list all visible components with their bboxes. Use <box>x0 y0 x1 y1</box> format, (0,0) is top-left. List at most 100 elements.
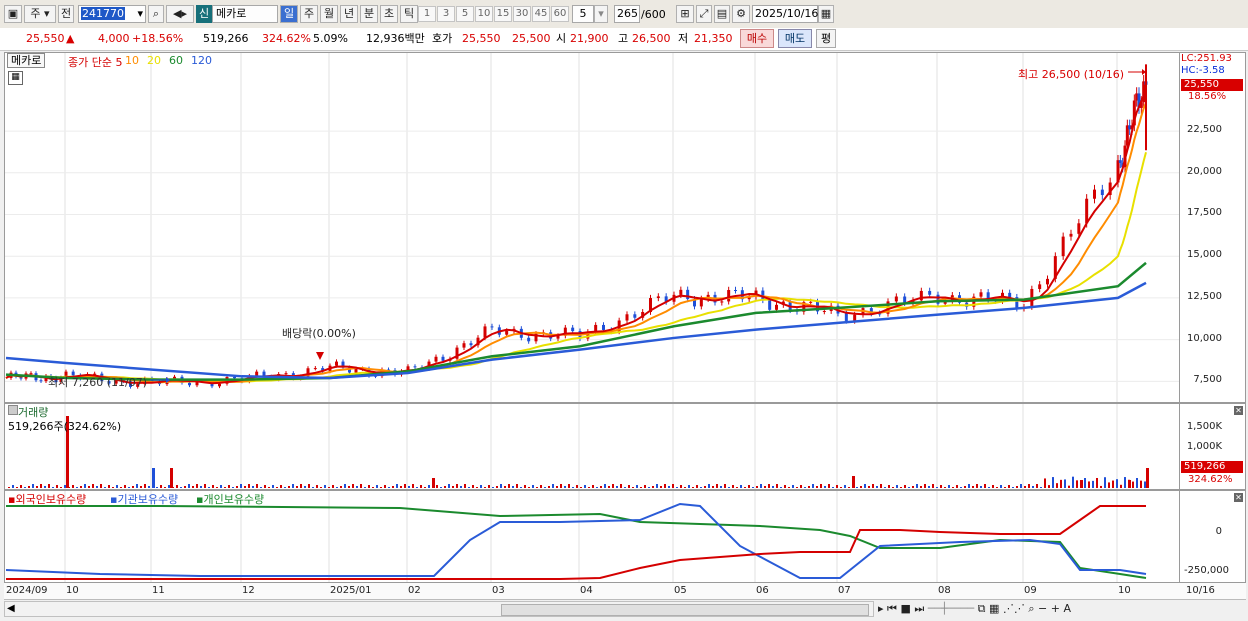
volume-bar <box>968 484 970 488</box>
volume-bar <box>1136 478 1138 488</box>
volume-bar <box>728 487 730 488</box>
pattern-icon[interactable]: ⋰⋰ <box>1002 602 1025 615</box>
volume-bar <box>40 484 42 488</box>
volume-bar <box>696 485 698 488</box>
volume-bar <box>428 485 430 488</box>
interval-tab-10[interactable]: 10 <box>475 6 493 22</box>
scroll-thumb[interactable] <box>501 604 869 616</box>
font-icon[interactable]: A <box>1063 602 1072 615</box>
grid-icon[interactable]: ▦ <box>988 602 1000 615</box>
volume-bar <box>296 486 298 488</box>
menu-icon[interactable]: ▣ <box>4 5 22 23</box>
volume-bar <box>308 484 310 488</box>
chart-type-icon[interactable]: ⊞ <box>676 5 694 23</box>
legend-ma-1[interactable]: 10 <box>125 54 139 67</box>
eval-button[interactable]: 평 <box>816 29 836 48</box>
legend-ma-4[interactable]: 120 <box>191 54 212 67</box>
volume-bar <box>408 486 410 488</box>
prev-button[interactable]: 전 <box>58 5 74 23</box>
volume-bar <box>684 487 686 488</box>
gear-icon[interactable]: ⚙ <box>732 5 750 23</box>
volume-panel[interactable] <box>4 403 1180 490</box>
interval-select[interactable]: 5 <box>572 5 594 23</box>
volume-bar <box>1084 478 1086 488</box>
zoom-in-icon[interactable]: + <box>1050 602 1060 615</box>
period-tab-4[interactable]: 분 <box>360 5 378 23</box>
date-input[interactable]: 2025/10/16 <box>752 5 818 23</box>
volume-bar <box>392 486 394 488</box>
volume-bar <box>628 485 630 488</box>
volume-bar <box>672 484 674 488</box>
scroll-left-icon[interactable]: ◀ <box>7 603 15 614</box>
interval-tab-60[interactable]: 60 <box>551 6 569 22</box>
x-axis <box>4 583 1246 600</box>
legend-ma-3[interactable]: 60 <box>169 54 183 67</box>
interval-dropdown-icon[interactable]: ▾ <box>594 5 608 23</box>
stock-name-field[interactable]: 메카로 <box>212 5 278 23</box>
volume-bar <box>452 486 454 488</box>
volume-bar <box>280 485 282 488</box>
interval-tab-45[interactable]: 45 <box>532 6 550 22</box>
interval-tab-5[interactable]: 5 <box>456 6 474 22</box>
rewind-icon[interactable]: ⏮ <box>887 602 897 615</box>
interval-tab-15[interactable]: 15 <box>494 6 512 22</box>
search-icon[interactable]: ⌕ <box>148 5 164 23</box>
period-tab-1[interactable]: 주 <box>300 5 318 23</box>
count-input[interactable]: 265 <box>614 5 640 23</box>
stop-icon[interactable]: ■ <box>900 602 911 615</box>
period-tab-0[interactable]: 일 <box>280 5 298 23</box>
holdings-legend-2[interactable]: ▪개인보유수량 <box>196 493 265 506</box>
panel-handle-icon[interactable] <box>8 405 18 415</box>
volume-bar <box>1060 479 1062 488</box>
layout-icon[interactable]: ⧉ <box>977 602 986 615</box>
volume-spike <box>152 468 155 488</box>
price-tick-label: 12,500 <box>1187 290 1222 302</box>
volume-bar <box>708 484 710 488</box>
period-tab-5[interactable]: 초 <box>380 5 398 23</box>
volume-bar <box>472 485 474 488</box>
institution-holdings-line <box>5 502 1147 579</box>
period-tab-3[interactable]: 년 <box>340 5 358 23</box>
volume-bar <box>892 487 894 488</box>
volume-close-icon[interactable]: ✕ <box>1234 406 1243 415</box>
market-select[interactable]: 주 ▾ <box>24 5 56 23</box>
save-icon[interactable]: ▤ <box>714 5 730 23</box>
tools-icon[interactable]: ⤢ <box>696 5 712 23</box>
interval-tab-1[interactable]: 1 <box>418 6 436 22</box>
volume-bar <box>524 485 526 488</box>
table-icon[interactable]: ▦ <box>8 71 23 85</box>
volume-spike <box>852 476 855 488</box>
holdings-close-icon[interactable]: ✕ <box>1234 493 1243 502</box>
holdings-legend-0[interactable]: ▪외국인보유수량 <box>8 493 87 506</box>
holdings-legend-1[interactable]: ▪기관보유수량 <box>110 493 179 506</box>
volume-spike <box>1080 480 1083 488</box>
horizontal-scrollbar[interactable]: ◀ <box>4 601 874 617</box>
sell-button[interactable]: 매도 <box>778 29 812 48</box>
zoom-out-icon[interactable]: − <box>1038 602 1048 615</box>
volume-bar <box>620 484 622 488</box>
code-input[interactable]: 241770 ▾ <box>78 5 146 23</box>
calendar-icon[interactable]: ▦ <box>818 5 834 23</box>
speaker-icon[interactable]: ◀▸ <box>166 5 194 23</box>
period-tab-6[interactable]: 틱 <box>400 5 418 23</box>
volume-bar <box>108 485 110 488</box>
legend-ma-0[interactable]: 종가 단순 5 <box>68 56 123 69</box>
interval-tab-30[interactable]: 30 <box>513 6 531 22</box>
play-icon[interactable]: ▸ <box>878 602 884 615</box>
legend-ma-2[interactable]: 20 <box>147 54 161 67</box>
volume-bar <box>192 486 194 488</box>
volume-bar <box>424 487 426 488</box>
volume-bar <box>260 487 262 488</box>
volume-bar <box>624 487 626 488</box>
zoom-slider[interactable]: ──┼──── <box>927 602 975 615</box>
volume-bar <box>768 484 770 488</box>
period-tab-2[interactable]: 월 <box>320 5 338 23</box>
forward-icon[interactable]: ⏭ <box>914 602 925 615</box>
stock-name-tag[interactable]: 메카로 <box>7 53 46 68</box>
interval-tab-3[interactable]: 3 <box>437 6 455 22</box>
zoom-icon[interactable]: ⌕ <box>1028 602 1035 615</box>
volume-value: 519,266 <box>203 32 249 45</box>
volume-bar <box>388 487 390 488</box>
buy-button[interactable]: 매수 <box>740 29 774 48</box>
candle <box>602 324 605 330</box>
